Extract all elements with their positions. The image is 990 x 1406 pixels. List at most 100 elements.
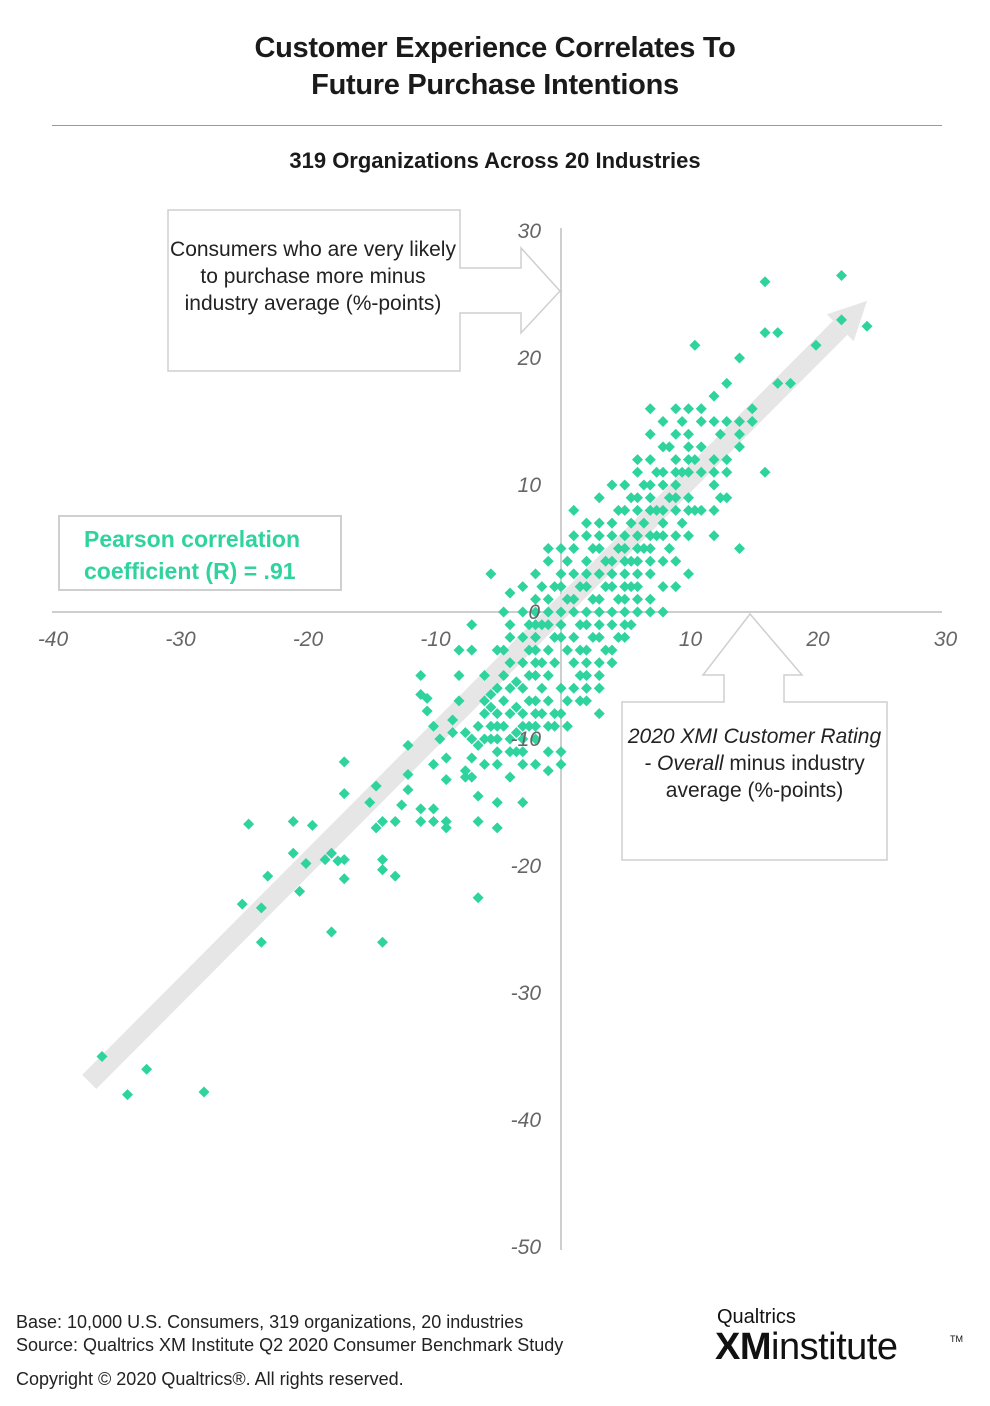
data-point [555,543,567,554]
title-divider [52,125,942,126]
y-tick-label: 20 [517,347,542,370]
data-point [536,581,548,593]
data-point [555,568,567,580]
data-point [689,339,701,351]
data-point [683,530,694,542]
data-point [459,727,471,739]
data-point [561,555,573,567]
data-point [657,504,669,516]
data-point [561,695,573,707]
data-point [415,803,427,815]
y-tick-label: -20 [511,855,542,878]
data-point [504,746,516,758]
data-point [568,504,580,516]
y-tick-label: -50 [511,1236,542,1259]
data-point [491,746,503,758]
trend-line [82,320,848,1089]
chart-subtitle: 319 Organizations Across 20 Industries [289,148,701,173]
data-point [644,568,656,580]
data-point [568,631,580,643]
data-point [491,682,503,694]
data-point [606,555,618,567]
scatter-chart: -40 -30 -20 -10 10 20 30 30 20 10 0 -10 -20 -30 -40 -50 [38,209,957,1259]
data-point [479,670,490,681]
data-point [644,492,656,504]
data-point [670,492,682,504]
data-point [479,708,490,720]
x-tick-label: -20 [293,628,324,651]
data-point [555,581,567,593]
data-point [683,441,694,453]
data-point [683,568,694,580]
data-point [689,454,701,466]
data-point [708,479,720,491]
data-point [581,644,592,656]
data-point [389,816,401,828]
x-axis-description-rest: minus industry average (%-points) [665,752,865,802]
data-point [606,619,618,631]
data-point [644,543,656,554]
data-point [236,898,248,910]
data-point [657,555,669,567]
data-point [772,377,784,389]
data-point [517,797,529,808]
data-point [555,631,567,643]
data-point [746,416,758,427]
data-point [517,606,529,618]
data-point [338,873,350,885]
data-point [612,504,624,516]
data-point [644,555,656,567]
data-point [632,593,643,605]
data-point [542,670,554,681]
data-point [479,733,490,745]
data-point [542,593,554,605]
y-tick-label: -10 [511,728,542,751]
data-point [644,403,656,415]
data-point [498,644,510,656]
data-point [612,631,624,643]
data-point [561,644,573,656]
data-point [734,352,745,364]
data-point [644,504,656,516]
data-point [772,327,784,339]
data-point [555,619,567,631]
data-point [485,720,497,732]
data-point [683,466,694,478]
data-point [663,543,675,554]
data-point [440,752,452,764]
data-point [670,530,682,542]
data-point [517,631,529,643]
data-point [440,816,452,828]
data-point [651,466,663,478]
data-point [638,517,650,529]
data-point [606,479,618,491]
data-point [606,568,618,580]
data-point [625,492,637,504]
logo-trademark: TM [950,1334,963,1344]
data-point [581,530,592,542]
data-point [644,454,656,466]
data-point [453,644,465,656]
data-point [625,555,637,567]
data-point [523,619,535,631]
data-point [402,739,414,751]
data-point [632,504,643,516]
data-point [593,657,605,669]
data-point [695,403,707,415]
data-point [364,797,376,808]
data-point [428,720,439,732]
data-point [600,555,612,567]
data-point [587,543,599,554]
data-point [517,758,529,770]
data-point [734,543,745,554]
data-point [530,657,541,669]
data-point [549,631,561,643]
data-point [370,780,382,792]
data-point [479,758,490,770]
data-point [530,695,541,707]
data-point [294,885,306,897]
data-point [498,606,510,618]
data-point [498,720,510,732]
data-point [581,581,592,593]
data-point [396,799,408,811]
